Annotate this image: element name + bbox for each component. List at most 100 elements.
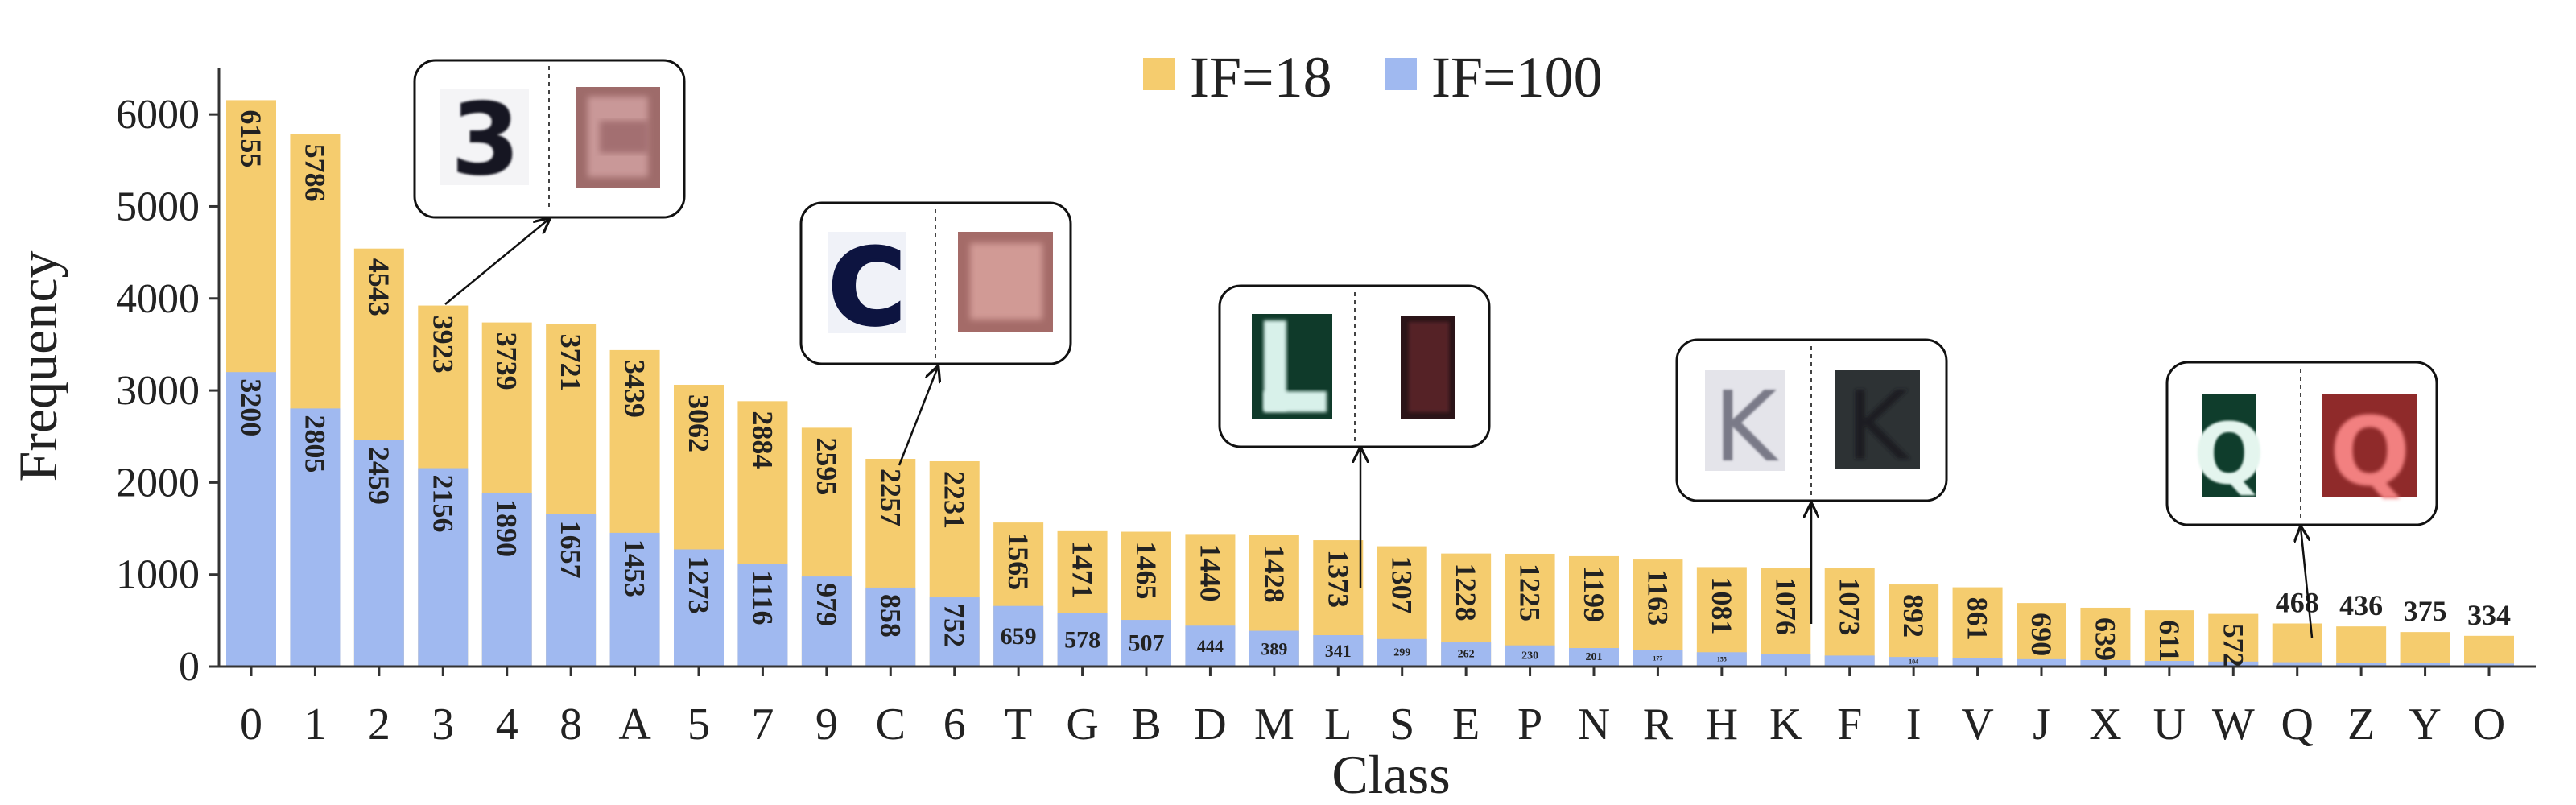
value-label-if18-O: 334 xyxy=(2467,599,2511,631)
x-tick-label-9: 9 xyxy=(815,700,838,749)
value-label-if18-A: 3439 xyxy=(619,360,651,418)
bar-if18-Q xyxy=(2272,623,2322,667)
value-label-if18-5: 3062 xyxy=(683,394,715,452)
value-label-if100-E: 262 xyxy=(1458,649,1475,661)
inset-arrow-3 xyxy=(444,219,549,305)
x-tick-label-B: B xyxy=(1131,700,1161,749)
x-tick-label-O: O xyxy=(2473,700,2505,749)
value-label-if18-M: 1428 xyxy=(1258,545,1290,603)
y-tick-label-6000: 6000 xyxy=(116,92,200,138)
value-label-if18-X: 639 xyxy=(2089,617,2121,661)
value-label-if18-8: 3721 xyxy=(555,334,587,392)
y-axis-title: Frequency xyxy=(7,250,68,481)
y-tick-label-0: 0 xyxy=(179,644,200,690)
value-label-if18-N: 1199 xyxy=(1578,566,1610,622)
x-tick-label-Z: Z xyxy=(2347,700,2375,749)
x-tick-label-S: S xyxy=(1389,700,1414,749)
bar-if100-F xyxy=(1824,655,1875,667)
value-label-if18-K: 1076 xyxy=(1769,577,1802,635)
y-tick-label-1000: 1000 xyxy=(116,552,200,598)
letter-q-sample-image: Q xyxy=(2194,394,2264,503)
bar-if100-0 xyxy=(226,372,276,667)
y-tick-label-3000: 3000 xyxy=(116,368,200,414)
axes xyxy=(217,68,2536,668)
svg-text:K: K xyxy=(1846,370,1910,481)
value-label-if100-3: 2156 xyxy=(427,475,459,533)
value-label-if100-C: 858 xyxy=(874,594,906,638)
value-label-if18-Z: 436 xyxy=(2339,589,2383,621)
bar-if100-5 xyxy=(674,549,724,667)
value-label-if18-D: 1440 xyxy=(1194,543,1226,601)
x-tick-label-E: E xyxy=(1452,700,1480,749)
bar-if18-J xyxy=(2017,603,2066,667)
x-tick-label-8: 8 xyxy=(559,700,582,749)
x-tick-label-U: U xyxy=(2153,700,2186,749)
value-label-if100-G: 578 xyxy=(1064,626,1100,653)
value-label-if18-E: 1228 xyxy=(1450,564,1482,621)
x-tick-label-M: M xyxy=(1254,700,1294,749)
x-tick-label-J: J xyxy=(2033,700,2050,749)
value-label-if18-W: 572 xyxy=(2217,624,2249,667)
bar-if100-Q xyxy=(2272,662,2322,667)
bar-if100-U xyxy=(2144,661,2194,667)
value-label-if100-2: 2459 xyxy=(363,447,395,505)
value-label-if100-I: 104 xyxy=(1909,658,1918,666)
value-label-if18-P: 1225 xyxy=(1514,564,1546,621)
inset-callout-l xyxy=(1218,284,1491,588)
bar-if18-F xyxy=(1824,568,1875,667)
x-tick-label-R: R xyxy=(1643,700,1674,749)
value-label-if100-6: 752 xyxy=(939,604,971,647)
x-tick-label-4: 4 xyxy=(496,700,518,749)
value-label-if18-9: 2595 xyxy=(811,437,843,495)
value-label-if18-F: 1073 xyxy=(1834,577,1866,635)
dark-k-sample-image: K xyxy=(1835,370,1920,481)
y-ticks: 0 1000 2000 3000 4000 5000 6000 xyxy=(116,92,219,690)
x-tick-label-T: T xyxy=(1005,700,1032,749)
x-axis-title: Class xyxy=(1331,744,1450,805)
value-label-if18-6: 2231 xyxy=(939,471,971,529)
inset-callout-q: Q Q xyxy=(2165,361,2438,638)
value-label-if100-8: 1657 xyxy=(555,521,587,579)
x-tick-label-5: 5 xyxy=(687,700,710,749)
x-tick-label-1: 1 xyxy=(303,700,326,749)
blurred-c-sample-image xyxy=(958,232,1053,332)
bar-if18-R xyxy=(1633,559,1683,667)
bar-if100-X xyxy=(2080,659,2131,667)
bar-if100-S xyxy=(1377,638,1427,667)
value-label-if100-L: 341 xyxy=(1325,641,1352,661)
value-label-if18-3: 3923 xyxy=(427,316,459,374)
bar-if100-O xyxy=(2464,663,2514,667)
bar-if100-M xyxy=(1249,630,1299,667)
x-tick-label-H: H xyxy=(1706,700,1738,749)
x-tick-label-N: N xyxy=(1578,700,1610,749)
blurred-3-sample-image xyxy=(576,87,660,188)
value-label-if18-U: 611 xyxy=(2153,620,2186,662)
x-tick-label-C: C xyxy=(876,700,906,749)
bar-if100-2 xyxy=(353,440,404,667)
value-label-if100-5: 1273 xyxy=(683,555,715,613)
bar-if100-T xyxy=(993,605,1044,667)
value-labels-layer: 6155 5786 4543 3923 3739 3721 3439 3062 2884 2595… xyxy=(235,109,2511,667)
value-label-if100-H: 155 xyxy=(1717,656,1727,663)
x-tick-label-P: P xyxy=(1517,700,1542,749)
value-label-if100-M: 389 xyxy=(1261,638,1287,658)
x-tick-label-Y: Y xyxy=(2409,700,2441,749)
legend-swatch-if100 xyxy=(1385,58,1417,90)
x-tick-label-0: 0 xyxy=(240,700,262,749)
value-label-if100-N: 201 xyxy=(1586,651,1603,663)
bar-if100-P xyxy=(1505,645,1555,667)
value-label-if18-C: 2257 xyxy=(874,469,906,526)
bar-if100-6 xyxy=(929,597,980,667)
x-tick-label-6: 6 xyxy=(943,700,966,749)
bar-if100-E xyxy=(1441,642,1492,667)
inset-callout-k: K K xyxy=(1675,338,1948,624)
x-tick-label-V: V xyxy=(1961,700,1993,749)
bar-if100-4 xyxy=(481,492,532,667)
value-label-if18-0: 6155 xyxy=(235,109,267,167)
bar-if100-D xyxy=(1185,625,1236,667)
x-tick-label-2: 2 xyxy=(368,700,390,749)
bar-if100-C xyxy=(865,587,916,667)
value-label-if18-1: 5786 xyxy=(299,144,331,202)
value-label-if18-2: 4543 xyxy=(363,258,395,316)
